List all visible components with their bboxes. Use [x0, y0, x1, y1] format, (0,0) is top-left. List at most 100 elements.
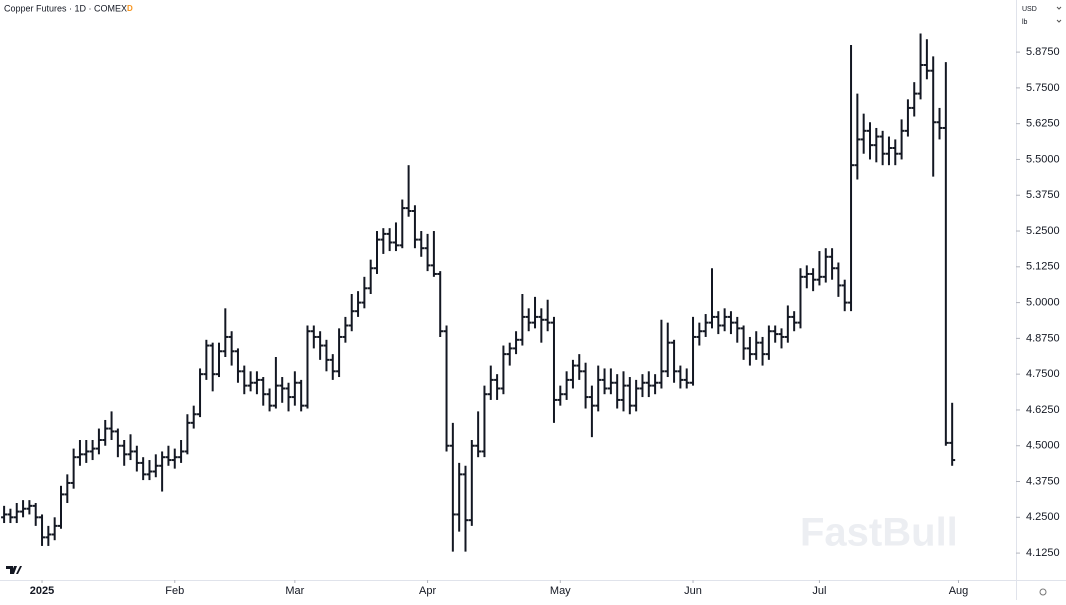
ohlc-bar — [791, 311, 798, 332]
y-tick-label: 4.6250 — [1026, 404, 1060, 416]
ohlc-bar — [76, 440, 83, 466]
ohlc-bar — [386, 228, 393, 252]
ohlc-bar — [405, 165, 412, 217]
ohlc-bar — [253, 371, 260, 395]
ohlc-bar — [860, 113, 867, 154]
ohlc-bar — [848, 44, 855, 312]
ohlc-bar — [898, 119, 905, 160]
ohlc-bar — [190, 405, 197, 429]
ohlc-bar — [430, 231, 437, 277]
ohlc-bar — [513, 331, 520, 355]
ohlc-bar — [159, 451, 166, 492]
y-tick-label: 5.5000 — [1026, 153, 1060, 165]
ohlc-bar — [506, 342, 513, 366]
ohlc-bar — [949, 402, 956, 466]
ohlc-bar — [203, 339, 210, 380]
ohlc-bar — [822, 248, 829, 283]
currency-select[interactable]: USD — [1022, 6, 1037, 13]
ohlc-bar — [102, 419, 109, 446]
ohlc-bar — [626, 377, 633, 415]
ohlc-bar — [291, 371, 298, 406]
ohlc-bar — [683, 368, 690, 389]
ohlc-bar — [727, 311, 734, 335]
ohlc-bar — [399, 199, 406, 249]
y-tick-label: 5.7500 — [1026, 82, 1060, 94]
ohlc-bar — [26, 500, 33, 515]
ohlc-bar — [285, 382, 292, 412]
ohlc-bar — [576, 354, 583, 380]
ohlc-bar — [557, 385, 564, 406]
ohlc-bar — [816, 251, 823, 286]
ohlc-bar — [759, 336, 766, 366]
ohlc-bar — [329, 354, 336, 380]
ohlc-bar — [746, 336, 753, 366]
ohlc-bar — [866, 122, 873, 160]
ohlc-bar — [133, 445, 140, 472]
ohlc-bar — [595, 365, 602, 412]
ohlc-bar — [171, 448, 178, 469]
ohlc-bar — [930, 56, 937, 177]
ohlc-bar — [614, 374, 621, 409]
ohlc-bar — [797, 268, 804, 329]
ohlc-bar — [607, 368, 614, 395]
ohlc-bar — [525, 308, 532, 332]
ohlc-bar — [64, 474, 71, 503]
ohlc-bar — [639, 374, 646, 398]
ohlc-bar — [140, 457, 147, 481]
ohlc-bar — [588, 385, 595, 438]
ohlc-bar — [178, 440, 185, 463]
ohlc-bar — [247, 371, 254, 392]
x-tick-label: Jun — [684, 585, 702, 597]
ohlc-bar — [108, 411, 115, 441]
ohlc-bar — [323, 339, 330, 372]
ohlc-bar — [272, 356, 279, 409]
ohlc-bar — [45, 525, 52, 546]
x-tick-label: Apr — [419, 585, 436, 597]
y-tick-label: 5.6250 — [1026, 118, 1060, 130]
ohlc-bar — [778, 328, 785, 349]
ohlc-bar — [475, 411, 482, 458]
ohlc-bar — [550, 316, 557, 423]
ohlc-bar — [317, 331, 324, 360]
ohlc-bar — [228, 331, 235, 366]
ohlc-bar — [487, 365, 494, 400]
ohlc-bar — [765, 325, 772, 360]
watermark: FastBull — [800, 511, 958, 555]
x-tick-label: Aug — [949, 585, 969, 597]
ohlc-bar — [380, 228, 387, 254]
y-tick-label: 4.3750 — [1026, 475, 1060, 487]
ohlc-bar — [222, 308, 229, 357]
ohlc-bar — [772, 325, 779, 343]
unit-select[interactable]: lb — [1022, 19, 1028, 26]
ohlc-bar — [374, 231, 381, 274]
ohlc-bar — [532, 296, 539, 329]
ohlc-bar — [127, 434, 134, 461]
ohlc-bar — [885, 136, 892, 166]
ohlc-bar — [13, 502, 20, 524]
y-tick-label: 4.2500 — [1026, 511, 1060, 523]
x-tick-label: Mar — [285, 585, 304, 597]
ohlc-bar — [336, 328, 343, 378]
y-tick-label: 5.8750 — [1026, 46, 1060, 58]
y-tick-label: 4.8750 — [1026, 332, 1060, 344]
settings-icon[interactable] — [1039, 588, 1047, 596]
ohlc-bar — [209, 342, 216, 392]
ohlc-bar — [500, 345, 507, 395]
tv-logo — [6, 566, 22, 574]
ohlc-bar — [456, 462, 463, 532]
ohlc-bar — [39, 514, 46, 546]
ohlc-bar — [437, 271, 444, 337]
ohlc-bar — [544, 299, 551, 332]
ohlc-bar — [266, 388, 273, 412]
ohlc-bar — [279, 377, 286, 403]
ohlc-bar — [803, 265, 810, 289]
interval-badge[interactable]: D — [127, 4, 133, 13]
ohlc-bar — [449, 422, 456, 552]
ohlc-bar — [51, 517, 58, 541]
ohlc-bar — [835, 262, 842, 297]
ohlc-bar — [810, 268, 817, 292]
ohlc-bar — [424, 233, 431, 272]
ohlc-bar — [734, 316, 741, 343]
